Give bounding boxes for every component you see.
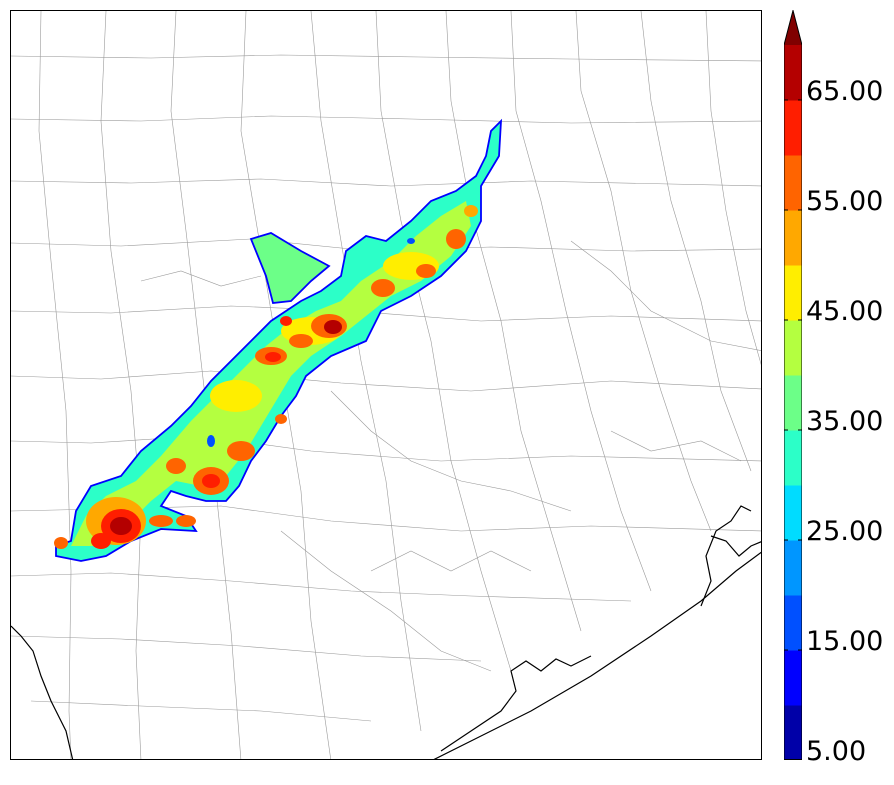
map-panel (10, 10, 762, 760)
colorbar-band (784, 375, 802, 431)
colorbar-band (784, 540, 802, 596)
colorbar-tick-label-25: 25.00 (806, 516, 884, 547)
echo-heavy-cells (54, 205, 478, 549)
colorbar-band (784, 705, 802, 760)
colorbar-band (784, 265, 802, 321)
colorbar-band (784, 595, 802, 651)
colorbar-band (784, 430, 802, 486)
colorbar-band (784, 210, 802, 266)
colorbar-tick-label-55: 55.00 (806, 186, 884, 217)
precipitation-field (54, 118, 503, 562)
colorbar-tick-label-65: 65.00 (806, 76, 884, 107)
county-boundaries (11, 11, 761, 759)
coastline (11, 505, 761, 759)
colorbar-band (784, 320, 802, 376)
colorbar-tick-label-35: 35.00 (806, 406, 884, 437)
colorbar-extend-arrow (784, 10, 802, 45)
colorbar-band (784, 45, 802, 101)
colorbar-band (784, 100, 802, 156)
colorbar-tick-label-45: 45.00 (806, 296, 884, 327)
map-svg (11, 11, 761, 759)
colorbar-tick-label-5: 5.00 (806, 736, 867, 767)
colorbar-band (784, 650, 802, 706)
colorbar-band (784, 155, 802, 211)
colorbar-outline (784, 10, 802, 760)
colorbar (784, 10, 802, 760)
colorbar-band (784, 485, 802, 541)
colorbar-tick-label-15: 15.00 (806, 626, 884, 657)
echo-branch-north (249, 232, 331, 304)
